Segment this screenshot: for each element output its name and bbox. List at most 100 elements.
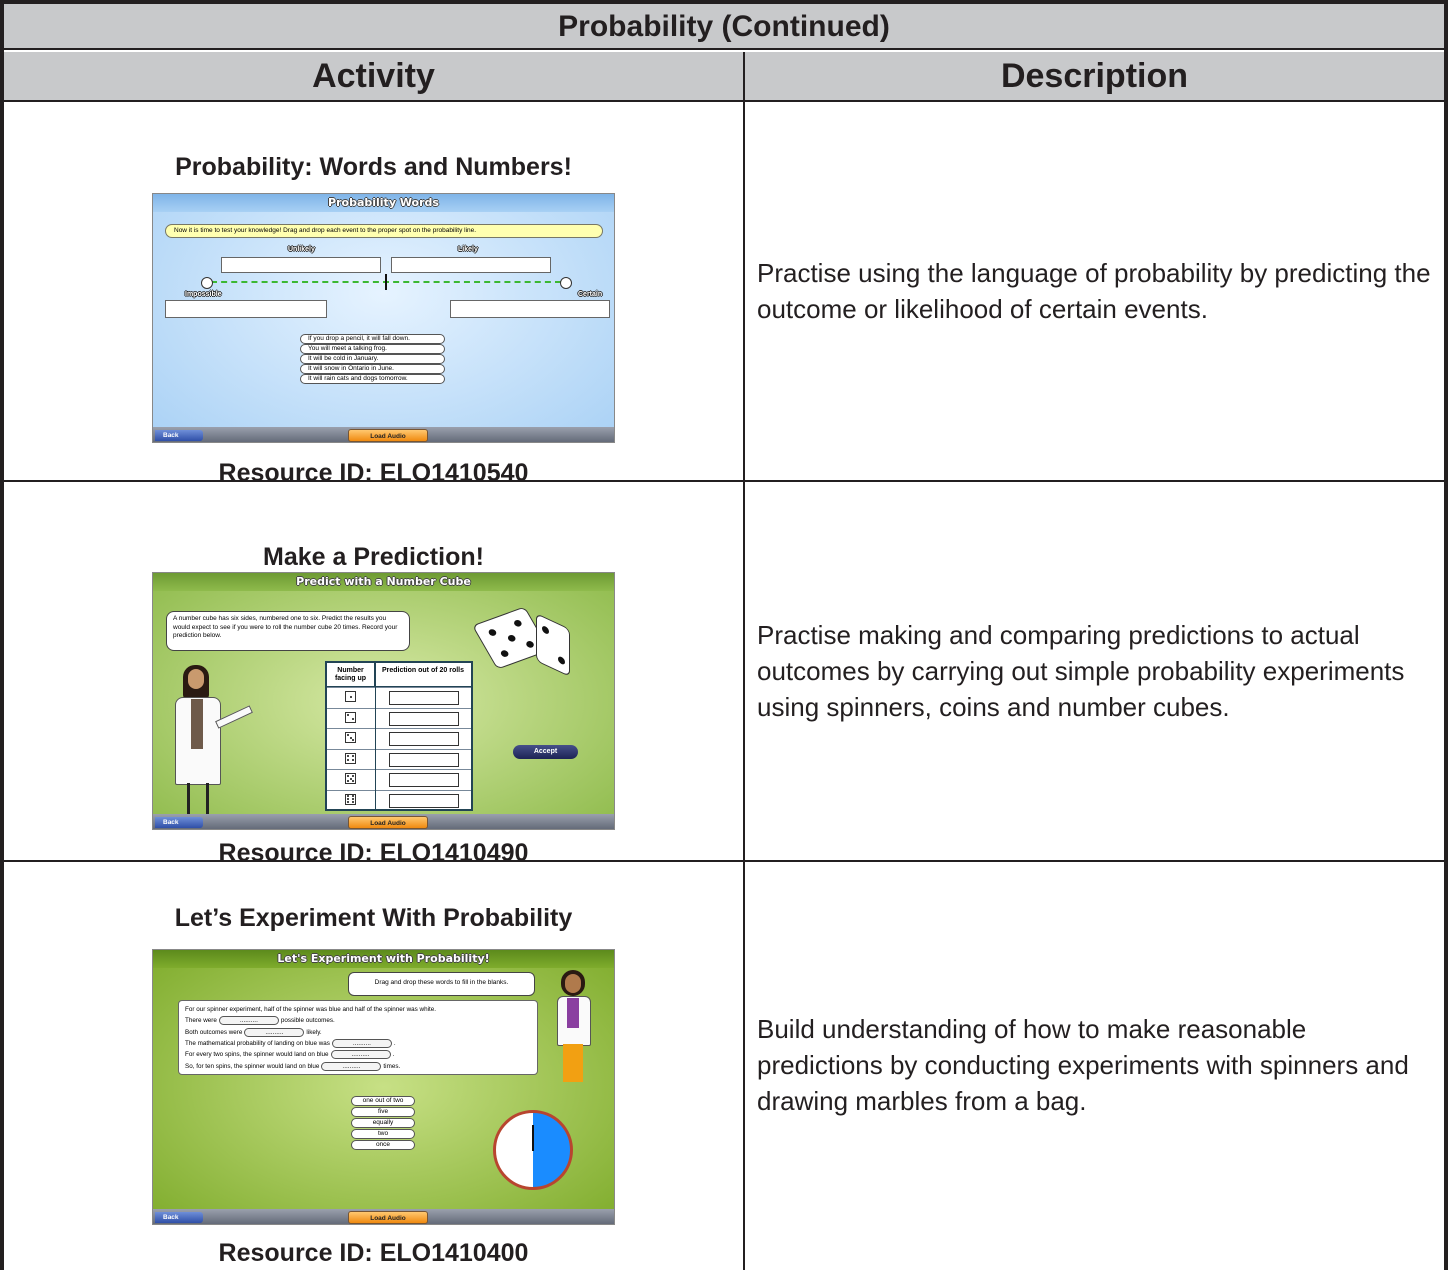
back-button: Back <box>155 817 203 828</box>
activity-screenshot: Probability Words Now it is time to test … <box>152 193 615 443</box>
resource-id: Resource ID: ELO1410540 <box>218 459 529 487</box>
prediction-input <box>389 732 459 746</box>
load-audio-button: Load Audio <box>348 816 428 829</box>
sentence: The mathematical probability of landing … <box>185 1038 531 1049</box>
sentence-text: For our spinner experiment, half of the … <box>185 1006 436 1014</box>
resource-id: Resource ID: ELO1410490 <box>218 839 529 867</box>
table-row-line <box>327 769 471 770</box>
column-divider <box>743 102 745 1270</box>
sentence-text: possible outcomes. <box>280 1017 335 1025</box>
line-end <box>201 277 213 289</box>
sentence-text: likely. <box>306 1028 322 1036</box>
activity-cell: Let’s Experiment With Probability Let's E… <box>4 862 743 1268</box>
load-audio-button: Load Audio <box>348 1211 428 1224</box>
table-row-line <box>327 748 471 750</box>
die-face <box>345 752 356 764</box>
prediction-input <box>389 711 459 726</box>
blank: .......... <box>330 1050 391 1060</box>
girl-shirt <box>567 998 579 1028</box>
pip <box>347 775 350 778</box>
pip <box>351 738 354 741</box>
girl-legs <box>563 1044 583 1082</box>
event-card: It will be cold in January. <box>300 354 445 364</box>
row-divider <box>4 860 1444 862</box>
pip <box>351 779 354 782</box>
line-label: Certain <box>578 291 603 298</box>
table-row-line <box>327 687 471 688</box>
event-card: You will meet a talking frog. <box>300 344 445 354</box>
pip <box>487 627 498 637</box>
screen-title: Probability Words <box>153 194 614 212</box>
pip <box>347 779 350 782</box>
blank: .......... <box>218 1016 279 1026</box>
pip <box>347 734 350 737</box>
pip <box>524 639 535 649</box>
activity-title: Let’s Experiment With Probability <box>174 904 573 932</box>
girl-face <box>565 974 581 993</box>
spinner-arrow <box>532 1125 534 1151</box>
screen-title: Predict with a Number Cube <box>153 573 614 591</box>
teacher-face <box>188 669 204 689</box>
die-face <box>536 613 570 677</box>
table-title: Probability (Continued) <box>4 4 1444 50</box>
teacher-legs <box>187 783 209 815</box>
pip <box>347 798 350 800</box>
event-card: It will snow in Ontario in June. <box>300 364 445 374</box>
speech-bubble: A number cube has six sides, numbered on… <box>166 611 410 651</box>
screen-title: Let's Experiment with Probability! <box>153 950 614 968</box>
event-card: If you drop a pencil, it will fall down. <box>300 334 445 344</box>
teacher-shirt <box>191 699 203 749</box>
line-label: Likely <box>458 246 478 253</box>
pip <box>347 795 350 798</box>
word-card: one out of two <box>351 1096 415 1106</box>
load-audio-button: Load Audio <box>348 429 428 442</box>
back-button: Back <box>155 430 203 441</box>
table-row-line <box>327 707 471 709</box>
activity-cell: Make a Prediction! Predict with a Number … <box>4 482 743 867</box>
description: Practise making and comparing prediction… <box>757 620 1405 722</box>
table-row-line <box>327 728 471 729</box>
pip <box>347 713 350 716</box>
pip <box>347 759 350 762</box>
pip <box>351 718 354 721</box>
sentence: For every two spins, the spinner would l… <box>185 1049 531 1060</box>
description: Build understanding of how to make reaso… <box>757 1014 1409 1116</box>
sentence: So, for ten spins, the spinner would lan… <box>185 1060 531 1071</box>
blank: .......... <box>331 1039 392 1049</box>
prediction-input <box>389 773 459 787</box>
die-face <box>345 732 356 743</box>
table-col-line <box>375 663 376 809</box>
blank: .......... <box>244 1027 305 1037</box>
accept-button: Accept <box>513 745 578 759</box>
sentence-text: times. <box>383 1062 401 1070</box>
prediction-input <box>389 752 459 767</box>
speech-bubble: Drag and drop these words to fill in the… <box>348 972 535 996</box>
sentence-text: . <box>392 1051 395 1059</box>
line-label: Unlikely <box>288 246 315 253</box>
die-face <box>345 773 356 784</box>
sentence: There were.......... possible outcomes. <box>185 1015 531 1026</box>
sentence-text: For every two spins, the spinner would l… <box>185 1051 329 1059</box>
sentence: For our spinner experiment, half of the … <box>185 1004 531 1015</box>
pip <box>351 798 354 800</box>
line-mid <box>385 274 387 290</box>
prediction-table: Number facing up Prediction out of 20 rol… <box>325 661 473 811</box>
pip <box>351 775 354 778</box>
sentence-text: . <box>393 1040 396 1048</box>
line-end <box>560 277 572 289</box>
sentence-text: Both outcomes were <box>185 1028 243 1036</box>
activity-title: Make a Prediction! <box>263 543 484 571</box>
table-row-line <box>327 789 471 791</box>
activity-title: Probability: Words and Numbers! <box>175 153 572 181</box>
prediction-input <box>389 691 459 705</box>
die-face <box>345 711 356 723</box>
activity-screenshot: Predict with a Number Cube A number cube … <box>152 572 615 830</box>
pip <box>347 800 350 803</box>
instruction: Now it is time to test your knowledge! D… <box>165 224 603 238</box>
table-header: Prediction out of 20 rolls <box>375 663 471 687</box>
description-cell: Practise using the language of probabili… <box>745 102 1444 480</box>
drop-box <box>450 300 610 318</box>
pip <box>505 633 517 643</box>
